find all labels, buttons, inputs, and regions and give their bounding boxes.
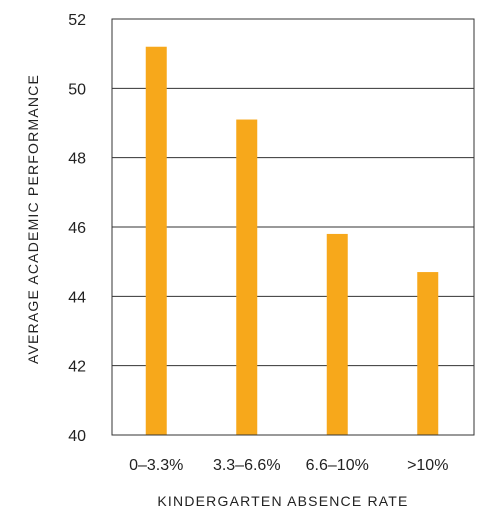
x-tick-label: 3.3–6.6%: [213, 457, 281, 474]
gridlines: [112, 87, 474, 367]
y-axis-title: AVERAGE ACADEMIC PERFORMANCE: [25, 74, 41, 364]
y-tick-label: 48: [68, 151, 86, 168]
y-tick-label: 50: [68, 81, 86, 98]
bar: [326, 233, 348, 435]
x-tick-label: 0–3.3%: [129, 457, 183, 474]
plot-frame: [111, 18, 475, 436]
bar: [145, 46, 167, 435]
bar: [236, 119, 258, 436]
plot-border: [111, 18, 475, 436]
y-tick-labels: 40 42 44 46 48 50 52: [68, 12, 86, 445]
bars: [145, 46, 439, 436]
y-tick-label: 40: [68, 428, 86, 445]
y-tick-label: 46: [68, 220, 86, 237]
bar: [417, 272, 439, 435]
x-tick-label: >10%: [407, 457, 448, 474]
y-tick-label: 42: [68, 359, 86, 376]
x-tick-label: 6.6–10%: [306, 457, 369, 474]
x-axis-title: KINDERGARTEN ABSENCE RATE: [157, 493, 408, 509]
y-tick-label: 52: [68, 12, 86, 29]
y-tick-label: 44: [68, 289, 86, 306]
x-tick-labels: 0–3.3% 3.3–6.6% 6.6–10% >10%: [129, 457, 448, 474]
